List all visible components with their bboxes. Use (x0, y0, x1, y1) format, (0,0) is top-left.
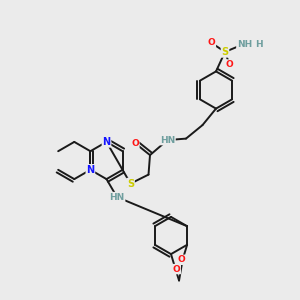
Text: O: O (131, 139, 139, 148)
Text: S: S (127, 178, 134, 189)
Text: H: H (255, 40, 262, 49)
Text: O: O (178, 255, 186, 264)
Text: HN: HN (160, 136, 175, 145)
Text: N: N (102, 137, 111, 147)
Text: S: S (221, 47, 229, 57)
Text: NH: NH (237, 40, 252, 49)
Text: O: O (226, 60, 233, 69)
Text: N: N (86, 165, 94, 175)
Text: O: O (208, 38, 215, 47)
Text: O: O (172, 265, 180, 274)
Text: HN: HN (110, 193, 124, 202)
